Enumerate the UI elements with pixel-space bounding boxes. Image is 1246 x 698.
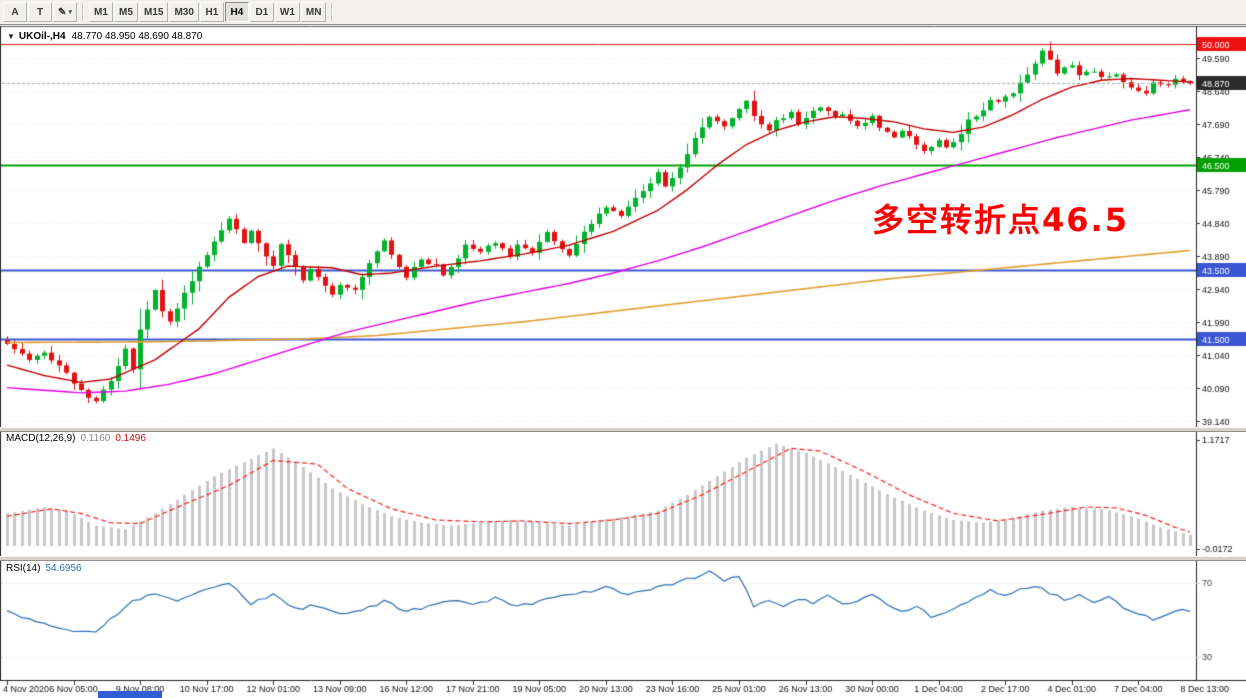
timeframe-mn-button[interactable]: MN [300,2,327,22]
timeframe-m15-button[interactable]: M15 [139,2,169,22]
macd-panel-splitter[interactable] [0,427,1246,432]
toolbar-separator [331,3,334,21]
ohlc-values: 48.770 48.950 48.690 48.870 [71,31,203,42]
timeframe-w1-button[interactable]: W1 [274,2,300,22]
chart-title: ▼ UKOil-,H4 48.770 48.950 48.690 48.870 [7,31,202,42]
pencil-icon: ✎ [58,6,67,18]
rsi-label: RSI(14) 54.6956 [6,563,82,574]
timeframe-m5-button[interactable]: M5 [114,2,138,22]
toolbar-separator [82,3,84,21]
timeframe-h1-button[interactable]: H1 [199,2,224,22]
macd-name: MACD(12,26,9) [6,433,76,444]
macd-label: MACD(12,26,9) 0.1160 0.1496 [6,433,146,444]
drawing-tool-button[interactable]: ✎ ▾ [53,2,77,22]
text-tool-button[interactable]: T [28,2,52,22]
toolbar: A T ✎ ▾ M1 M5 M15 M30 H1 H4 D1 W1 MN [0,0,1246,25]
macd-signal-value: 0.1496 [115,433,146,444]
expand-triangle-icon[interactable]: ▼ [7,32,15,41]
pointer-tool-button[interactable]: A [3,2,27,22]
macd-main-value: 0.1160 [80,433,111,444]
rsi-name: RSI(14) [6,563,41,574]
rsi-panel-splitter[interactable] [0,556,1246,561]
timeframe-d1-button[interactable]: D1 [249,2,274,22]
timeframe-m1-button[interactable]: M1 [89,2,113,22]
chevron-down-icon: ▾ [68,9,72,16]
timeframe-m30-button[interactable]: M30 [169,2,199,22]
taskbar-fragment [98,691,162,698]
timeframe-h4-button[interactable]: H4 [224,2,249,22]
rsi-value: 54.6956 [45,563,82,574]
symbol-timeframe-label: UKOil-,H4 [18,31,66,42]
annotation-text: 多空转折点46.5 [872,201,1129,239]
